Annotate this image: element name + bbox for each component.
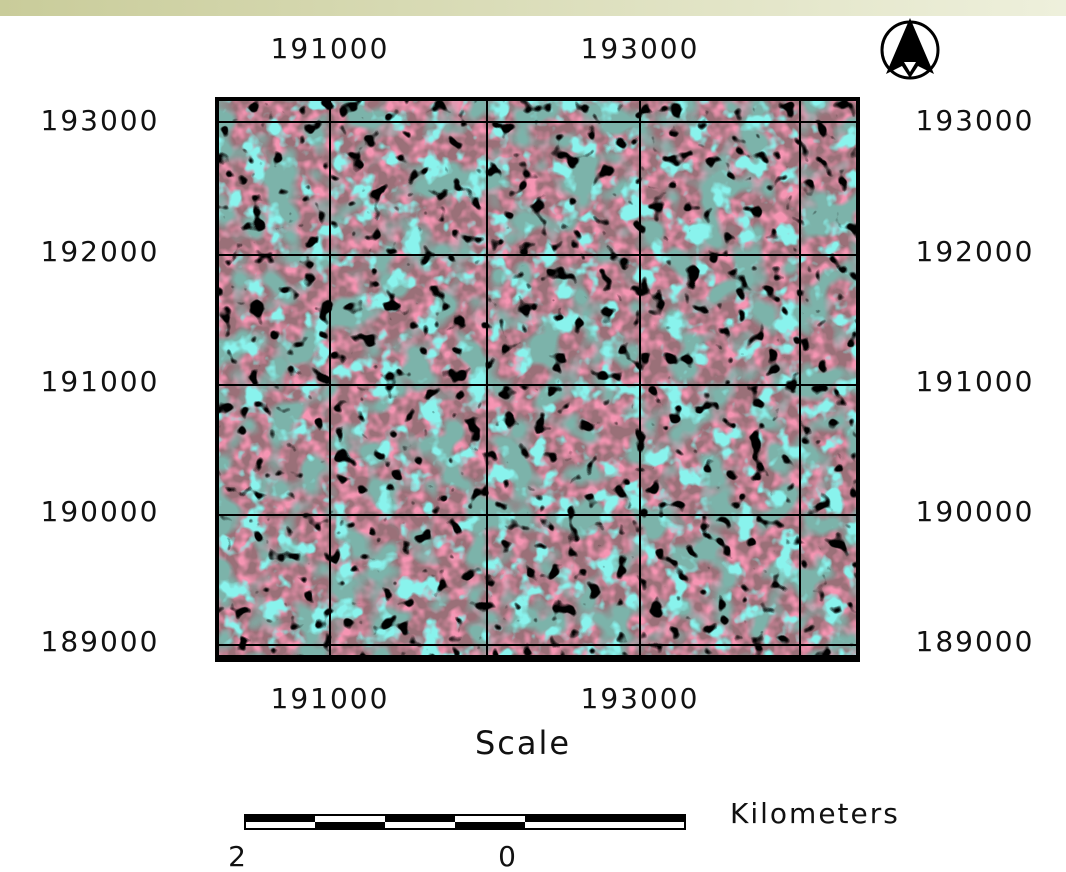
top-label: 191000: [271, 32, 390, 65]
bottom-label: 193000: [581, 682, 700, 715]
top-label: 193000: [581, 32, 700, 65]
scale-title: Scale: [475, 724, 571, 762]
left-label: 192000: [41, 235, 160, 268]
map-page: 191000 193000 193000 192000 191000 19000…: [0, 0, 1066, 872]
right-label: 191000: [916, 365, 1035, 398]
right-label: 189000: [916, 625, 1035, 658]
right-label: 190000: [916, 495, 1035, 528]
top-bar: [0, 0, 1066, 16]
left-label: 189000: [41, 625, 160, 658]
bottom-label: 191000: [271, 682, 390, 715]
left-label: 191000: [41, 365, 160, 398]
scale-unit: Kilometers: [730, 797, 900, 830]
scale-bar: [245, 815, 685, 829]
satellite-image: [215, 97, 860, 662]
scale-tick-label: 2: [228, 840, 248, 872]
left-label: 190000: [41, 495, 160, 528]
scale-tick-label: 0: [498, 840, 518, 872]
right-label: 192000: [916, 235, 1035, 268]
north-arrow: [882, 18, 938, 78]
left-label: 193000: [41, 104, 160, 137]
right-label: 193000: [916, 104, 1035, 137]
